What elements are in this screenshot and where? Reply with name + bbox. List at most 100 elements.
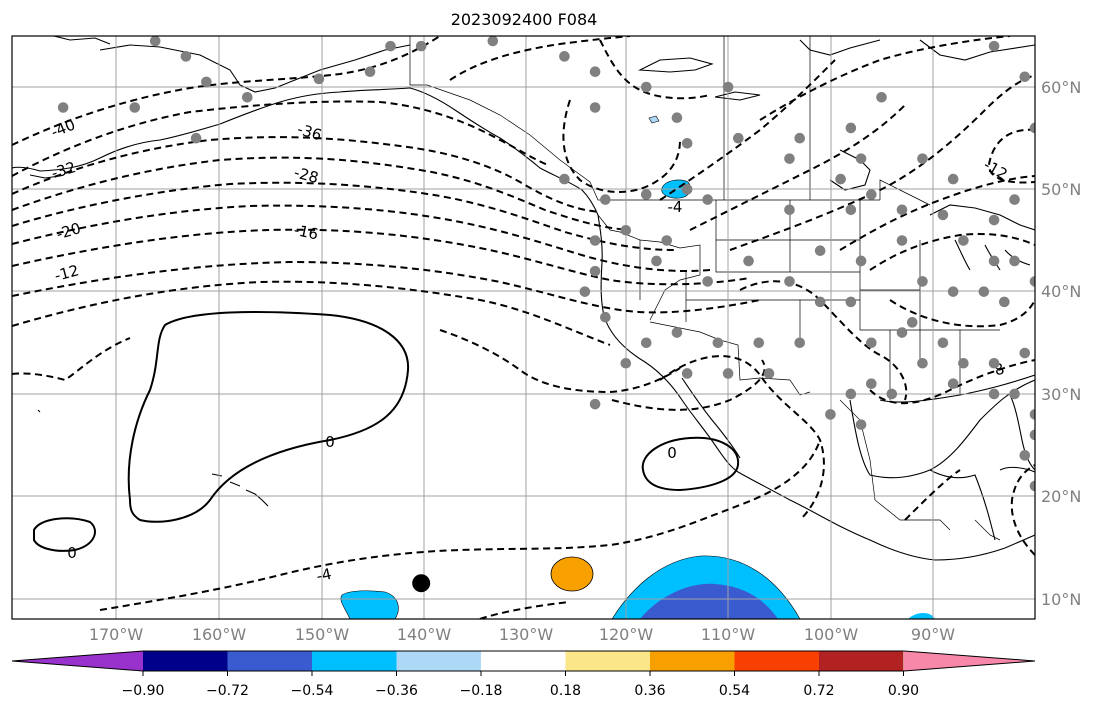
contour-label: -28 — [292, 163, 320, 187]
positive-anomaly — [550, 556, 594, 592]
station-marker — [845, 122, 857, 134]
station-marker — [743, 255, 754, 267]
station-marker — [671, 327, 683, 338]
station-marker — [886, 388, 898, 400]
station-marker — [855, 419, 867, 430]
station-marker — [620, 224, 632, 236]
negative-anomaly-east — [908, 612, 935, 619]
station-marker — [845, 296, 857, 308]
station-marker — [958, 235, 969, 246]
station-marker — [129, 102, 141, 113]
station-marker — [1040, 317, 1051, 328]
station-marker — [784, 153, 795, 164]
station-marker — [589, 102, 601, 113]
station-marker — [681, 184, 693, 195]
station-marker — [600, 311, 611, 323]
station-marker — [722, 81, 734, 93]
colorbar-tick-label: −0.36 — [375, 683, 418, 699]
station-marker — [640, 337, 652, 349]
station-marker — [988, 40, 1000, 52]
station-marker — [722, 368, 734, 379]
station-marker — [784, 276, 795, 287]
station-marker — [896, 235, 908, 246]
station-marker — [1019, 450, 1031, 461]
station-marker — [589, 66, 601, 77]
station-marker — [1009, 255, 1020, 267]
colorbar-tick-label: 0.36 — [634, 683, 665, 699]
station-marker — [149, 36, 161, 47]
station-marker — [855, 255, 867, 267]
colorbar-tick-label: −0.18 — [460, 683, 503, 699]
station-marker — [364, 66, 376, 77]
station-marker — [814, 245, 826, 257]
station-marker — [814, 296, 826, 308]
station-marker — [1019, 71, 1031, 83]
station-marker — [1029, 276, 1035, 287]
latitude-labels: 10°N 20°N 30°N 40°N 50°N 60°N — [1041, 78, 1081, 609]
station-marker — [988, 255, 1000, 267]
station-marker — [681, 138, 693, 149]
colorbar-tick-label: −0.90 — [122, 683, 165, 699]
station-marker — [855, 153, 867, 164]
station-marker — [661, 235, 673, 246]
station-marker — [579, 286, 591, 297]
station-marker — [988, 357, 1000, 369]
station-marker — [600, 194, 611, 205]
colorbar-swatch — [227, 651, 312, 671]
station-marker — [1019, 347, 1031, 359]
station-marker — [896, 327, 908, 338]
station-marker — [763, 368, 775, 379]
station-marker — [589, 398, 601, 410]
lat-label: 20°N — [1041, 487, 1081, 506]
station-marker — [906, 317, 918, 328]
colorbar-tick-label: 0.18 — [550, 683, 581, 699]
longitude-labels: 170°W 160°W 150°W 140°W 130°W 120°W 110°… — [89, 625, 955, 644]
lon-label: 150°W — [295, 625, 350, 644]
station-marker — [559, 173, 570, 185]
contour-label: -16 — [292, 221, 320, 244]
station-marker — [753, 337, 765, 349]
station-marker — [190, 132, 202, 144]
station-marker — [1029, 122, 1035, 134]
colorbar-swatch — [734, 651, 819, 671]
station-marker — [702, 194, 713, 205]
colorbar-swatch — [565, 651, 650, 671]
station-marker — [794, 132, 806, 144]
station-marker — [180, 51, 192, 62]
colorbar-swatch — [904, 651, 1035, 671]
station-marker — [671, 112, 683, 124]
colorbar-tick-label: −0.72 — [206, 683, 249, 699]
station-marker — [958, 357, 969, 369]
station-marker — [733, 132, 744, 144]
station-marker — [1040, 460, 1051, 471]
station-marker — [57, 102, 69, 113]
coastlines — [12, 36, 1035, 561]
colorbar-tick-label: 0.54 — [719, 683, 750, 699]
colorbar-swatch — [312, 651, 397, 671]
station-marker — [937, 209, 949, 221]
station-marker — [1009, 388, 1020, 400]
station-marker — [988, 388, 1000, 400]
lon-label: 130°W — [499, 625, 554, 644]
station-marker — [201, 76, 212, 88]
station-marker — [651, 255, 662, 267]
negative-anomaly-west — [340, 590, 399, 619]
contour-label: 0 — [667, 444, 677, 462]
colorbar-swatch — [481, 651, 566, 671]
contour-label: -4 — [668, 198, 683, 216]
station-marker — [620, 357, 632, 369]
station-marker — [947, 173, 959, 185]
lat-label: 40°N — [1041, 282, 1081, 301]
station-marker — [917, 276, 928, 287]
station-marker — [947, 286, 959, 297]
colorbar-swatch — [819, 651, 904, 671]
station-marker — [999, 296, 1010, 308]
station-marker — [1029, 429, 1035, 441]
station-marker — [559, 51, 570, 62]
station-marker — [947, 378, 959, 390]
station-marker — [415, 40, 427, 52]
station-marker — [988, 214, 1000, 226]
station-marker — [784, 204, 795, 216]
station-marker — [825, 409, 836, 420]
station-marker — [589, 235, 601, 246]
